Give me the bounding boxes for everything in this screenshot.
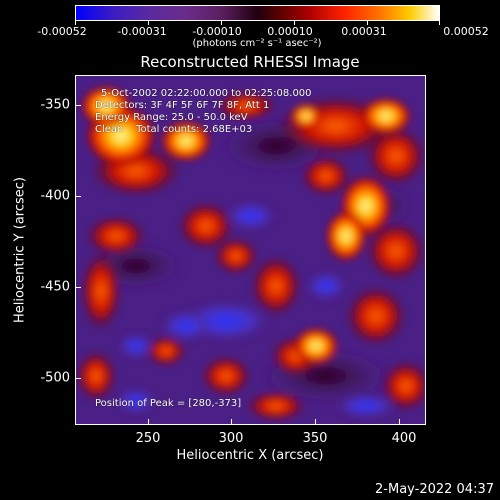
y-tick-label: -450: [40, 279, 70, 295]
y-tick: [75, 196, 81, 197]
x-tick: [148, 419, 149, 425]
detectors-text: Detectors: 3F 4F 5F 6F 7F 8F, Att 1: [95, 100, 270, 111]
time-range-text: 5-Oct-2002 02:22:00.000 to 02:25:08.000: [101, 88, 312, 99]
y-tick-label: -350: [40, 97, 70, 113]
y-tick-label: -500: [40, 370, 70, 386]
y-tick-label: -400: [40, 188, 70, 204]
colorbar-label: -0.00031: [117, 25, 167, 38]
colorbar-label: -0.00052: [37, 25, 87, 38]
colorbar-label: 0.00010: [267, 25, 313, 38]
colorbar-tick: [75, 21, 76, 25]
footer-timestamp: 2-May-2022 04:37: [375, 482, 494, 497]
x-tick: [315, 419, 316, 425]
x-tick-label: 350: [302, 431, 328, 446]
y-tick: [75, 378, 81, 379]
colorbar-label: -0.00010: [192, 25, 242, 38]
x-axis-title: Heliocentric X (arcsec): [176, 448, 324, 463]
colorbar-units: (photons cm⁻² s⁻¹ asec⁻²): [192, 38, 322, 49]
colorbar-tick: [367, 21, 368, 25]
plot-title: Reconstructed RHESSI Image: [140, 53, 360, 71]
peak-position-text: Position of Peak = [280,-373]: [95, 398, 242, 409]
energy-range-text: Energy Range: 25.0 - 50.0 keV: [95, 112, 248, 123]
x-tick: [231, 419, 232, 425]
colorbar: [75, 5, 440, 21]
clean-counts-text: Clean Total counts: 2.68E+03: [95, 124, 253, 135]
x-tick-label: 250: [135, 431, 161, 446]
rhessi-image: [75, 75, 426, 425]
y-tick: [75, 287, 81, 288]
x-tick-label: 300: [218, 431, 244, 446]
y-axis-title: Heliocentric Y (arcsec): [12, 177, 28, 323]
x-tick: [399, 419, 400, 425]
colorbar-tick: [294, 21, 295, 25]
y-tick: [75, 105, 81, 106]
colorbar-tick: [439, 21, 440, 25]
rhessi-image-canvas: [76, 86, 425, 421]
colorbar-tick: [148, 21, 149, 25]
colorbar-label: 0.00052: [443, 25, 489, 38]
colorbar-tick: [221, 21, 222, 25]
colorbar-label: 0.00031: [341, 25, 387, 38]
x-tick-label: 400: [391, 431, 417, 446]
